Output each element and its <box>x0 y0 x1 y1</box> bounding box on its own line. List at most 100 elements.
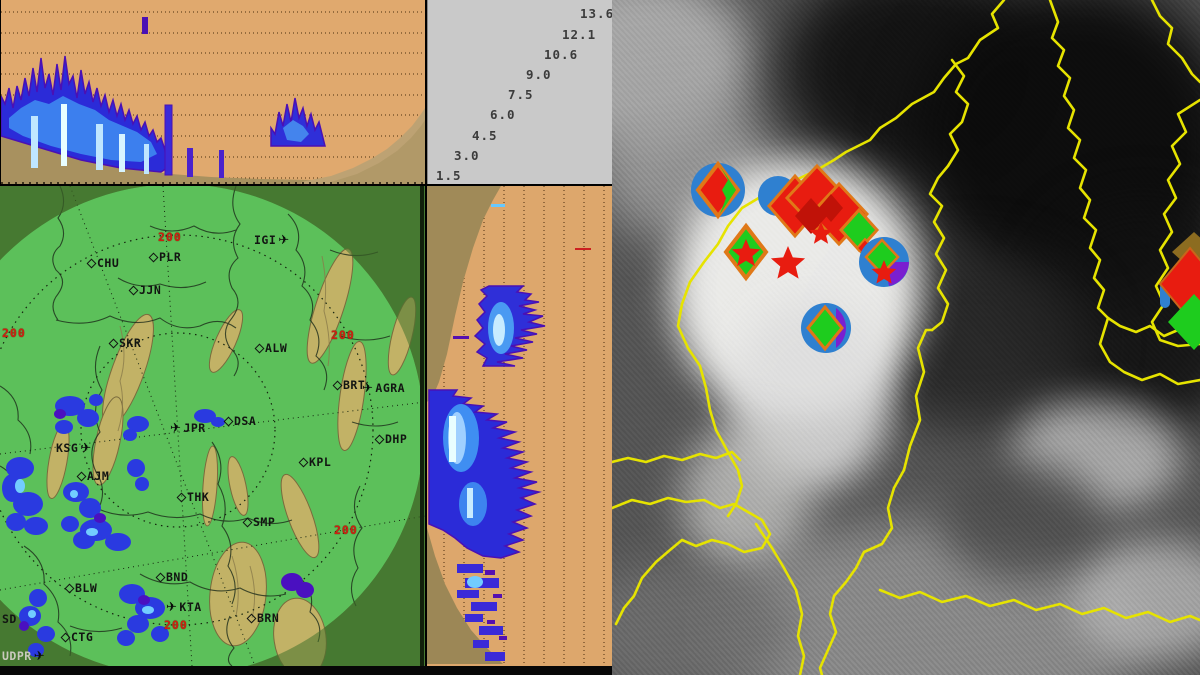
station-thk: THK <box>176 491 209 504</box>
station-label: PLR <box>159 250 182 264</box>
station-kta: ✈ KTA <box>166 601 202 614</box>
cross-section-panel <box>1 0 425 184</box>
district-boundaries <box>0 186 399 666</box>
satellite-image-panel <box>612 0 1200 675</box>
terrain-wedge-top <box>427 186 501 402</box>
station-label: JPR <box>183 420 206 435</box>
station-bnd: BND <box>155 570 189 584</box>
city-diamond-icon <box>254 343 265 354</box>
station-label: BND <box>166 570 189 584</box>
station-ajm: AJM <box>76 469 110 483</box>
range-ring-label: 200 <box>334 523 358 537</box>
city-diamond-icon <box>176 492 187 503</box>
airport-icon: ✈ <box>80 441 92 456</box>
height-scale-value: 13.6 <box>580 6 613 22</box>
station-label: DHP <box>385 432 408 446</box>
height-scale-value: 3.0 <box>454 147 480 163</box>
map-echoes <box>2 394 314 657</box>
graticule <box>0 186 425 666</box>
station-chu: CHU <box>86 256 120 270</box>
storm-marker-layer <box>691 160 1200 353</box>
city-diamond-icon <box>64 583 75 594</box>
storm-marker-red-star <box>770 246 806 279</box>
station-jpr: ✈ JPR <box>170 422 206 435</box>
bottom-separator-bar <box>0 666 612 675</box>
storm-marker-circle-green <box>801 303 851 353</box>
vertical-profile-panel <box>427 186 612 666</box>
height-scale-value: 1.5 <box>436 168 462 183</box>
city-diamond-icon <box>374 434 385 445</box>
city-diamond-icon <box>223 416 234 427</box>
echo-cluster-right <box>270 97 326 147</box>
station-label: AJM <box>87 469 110 483</box>
station-label: CHU <box>97 256 120 270</box>
city-diamond-icon <box>128 285 139 296</box>
echo-bars-mid <box>142 17 224 178</box>
airport-icon: ✈ <box>170 421 182 436</box>
terrain-wedge-bottom <box>427 528 503 664</box>
city-diamond-icon <box>86 258 97 269</box>
station-label: UDPR <box>2 648 32 663</box>
station-label: KSG <box>56 440 79 455</box>
station-label: DSA <box>234 414 257 428</box>
vertical-profile-graphic <box>427 186 605 666</box>
station-agra: ✈ AGRA <box>362 382 405 395</box>
storm-marker-green-diamond-star <box>723 222 769 282</box>
profile-echoes <box>428 204 591 661</box>
range-ring-label: 200 <box>158 230 182 244</box>
station-igi: IGI ✈ <box>254 234 290 247</box>
city-diamond-icon <box>108 338 119 349</box>
airport-icon: ✈ <box>362 381 374 396</box>
out-of-range-shade <box>0 186 425 666</box>
ground-wedge-left <box>1 128 425 184</box>
range-ring-label: 200 <box>164 618 188 632</box>
range-ring-label: 200 <box>2 326 26 340</box>
station-label: SMP <box>253 515 276 529</box>
city-diamond-icon <box>332 380 343 391</box>
cross-section-graphic <box>1 11 425 184</box>
station-ksg: KSG ✈ <box>56 442 92 455</box>
height-scale-value: 12.1 <box>562 26 597 42</box>
station-label: IGI <box>254 232 277 247</box>
airport-icon: ✈ <box>33 649 46 664</box>
station-label: BLW <box>75 581 98 595</box>
height-scale-value: 7.5 <box>508 87 534 103</box>
city-diamond-icon <box>298 457 309 468</box>
airport-icon: ✈ <box>278 233 290 248</box>
station-alw: ALW <box>254 342 287 355</box>
station-label: SKR <box>119 336 142 350</box>
station-ctg: CTG <box>60 631 93 644</box>
station-brn: BRN <box>246 611 280 625</box>
station-label: BRN <box>257 611 280 625</box>
height-scale-value: 6.0 <box>490 107 516 123</box>
city-diamond-icon <box>246 613 257 624</box>
storm-marker-edge-stack <box>1158 232 1200 350</box>
city-diamond-icon <box>148 252 159 263</box>
station-kpl: KPL <box>298 455 332 469</box>
station-label: JJN <box>139 283 162 297</box>
storm-marker-red-cluster <box>758 163 880 259</box>
height-scale-value: 4.5 <box>472 127 498 143</box>
station-jjn: JJN <box>128 283 162 297</box>
city-diamond-icon <box>60 632 71 643</box>
range-ring-label: 200 <box>331 328 355 342</box>
height-scale-value: 9.0 <box>526 67 552 82</box>
storm-marker-circle-green-red <box>859 237 909 287</box>
height-scale-value: 10.6 <box>544 46 579 62</box>
station-smp: SMP <box>242 515 276 529</box>
storm-marker-supercell-split <box>691 160 745 220</box>
range-rings <box>0 234 374 626</box>
radar-map-graphic <box>0 186 425 666</box>
station-label: SD <box>2 612 17 626</box>
station-label: KPL <box>309 455 332 469</box>
station-label: BRT <box>343 378 366 392</box>
station-plr: PLR <box>148 250 182 264</box>
city-diamond-icon <box>242 517 253 528</box>
station-dhp: DHP <box>374 432 408 446</box>
station-label: AGRA <box>375 380 406 395</box>
ground-wedge-right-shade <box>331 120 425 184</box>
station-brt: BRT <box>332 378 366 392</box>
station-udpr: UDPR ✈ <box>2 650 45 663</box>
height-scale-panel: 1.5 3.0 4.5 6.0 7.5 9.0 10.6 12.1 13.6 <box>427 0 613 184</box>
